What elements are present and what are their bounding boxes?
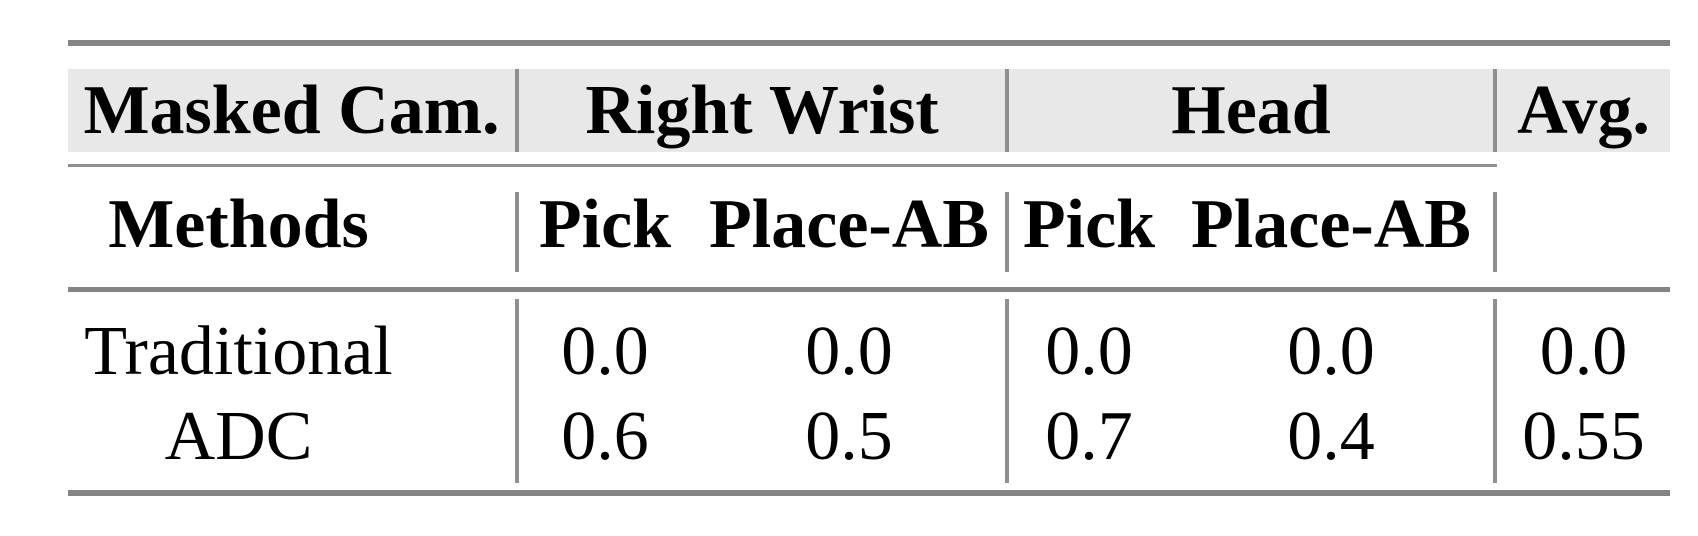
row-traditional-rw-place-ab: 0.0 (805, 313, 893, 390)
row-adc-rw-place-ab: 0.5 (805, 398, 893, 475)
table-top-rule (68, 40, 1670, 46)
table-mid-rule (68, 287, 1670, 292)
header-head-pick: Pick (1022, 186, 1156, 263)
row-traditional-avg: 0.0 (1539, 313, 1628, 390)
row-adc-label: ADC (164, 398, 313, 475)
header-head-place-ab: Place-AB (1191, 186, 1471, 263)
vertical-separator (515, 299, 519, 483)
vertical-separator (515, 69, 519, 152)
header-masked-cam: Masked Cam. (83, 72, 500, 149)
vertical-separator (1493, 69, 1497, 152)
row-adc-head-place-ab: 0.4 (1287, 398, 1375, 475)
header-methods: Methods (108, 186, 369, 263)
vertical-separator (1493, 299, 1497, 483)
header-rightwrist-pick: Pick (538, 186, 672, 263)
header-avg: Avg. (1517, 72, 1650, 149)
row-adc-rw-pick: 0.6 (561, 398, 649, 475)
row-adc-avg: 0.55 (1522, 398, 1645, 475)
vertical-separator (1005, 192, 1009, 272)
row-adc-head-pick: 0.7 (1045, 398, 1133, 475)
header-right-wrist: Right Wrist (585, 72, 939, 149)
vertical-separator (515, 192, 519, 272)
table-cmid-rule (68, 164, 1497, 167)
vertical-separator (1005, 299, 1009, 483)
row-traditional-head-pick: 0.0 (1045, 313, 1133, 390)
table-bottom-rule (68, 490, 1670, 496)
vertical-separator (1493, 192, 1497, 272)
row-traditional-label: Traditional (84, 313, 393, 390)
row-traditional-head-place-ab: 0.0 (1287, 313, 1375, 390)
vertical-separator (1005, 69, 1009, 152)
header-rightwrist-place-ab: Place-AB (709, 186, 989, 263)
header-head: Head (1171, 72, 1331, 149)
row-traditional-rw-pick: 0.0 (561, 313, 649, 390)
header-row-shading (68, 69, 1670, 152)
